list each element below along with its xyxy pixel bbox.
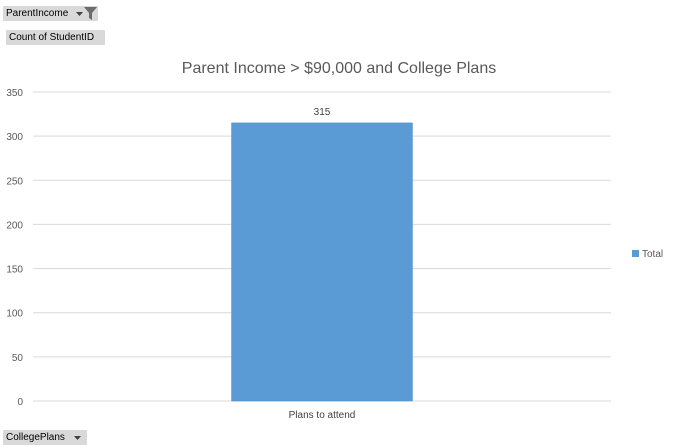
- y-tick-label: 300: [6, 132, 23, 143]
- y-tick-label: 250: [6, 176, 23, 187]
- legend-label: Total: [642, 249, 663, 260]
- chevron-down-icon: [76, 12, 83, 16]
- count-of-studentid-label: Count of StudentID: [9, 32, 95, 43]
- y-tick-label: 100: [6, 309, 23, 320]
- data-label: 315: [314, 107, 331, 118]
- parent-income-filter-button[interactable]: ParentIncome: [3, 6, 98, 21]
- college-plans-field-button[interactable]: CollegePlans: [3, 430, 87, 445]
- bar[interactable]: [231, 122, 413, 402]
- y-tick-label: 350: [6, 88, 23, 99]
- count-of-studentid-field[interactable]: Count of StudentID: [6, 30, 105, 45]
- chevron-down-icon: [74, 436, 81, 440]
- parent-income-label: ParentIncome: [6, 8, 69, 19]
- x-category-label: Plans to attend: [289, 410, 356, 421]
- y-tick-label: 0: [17, 397, 23, 408]
- y-tick-label: 200: [6, 220, 23, 231]
- filter-funnel-icon: [84, 7, 97, 20]
- college-plans-label: CollegePlans: [6, 432, 65, 443]
- legend-swatch: [632, 250, 639, 257]
- y-tick-label: 50: [12, 353, 24, 364]
- chart-title: Parent Income > $90,000 and College Plan…: [182, 60, 496, 77]
- y-tick-label: 150: [6, 265, 23, 276]
